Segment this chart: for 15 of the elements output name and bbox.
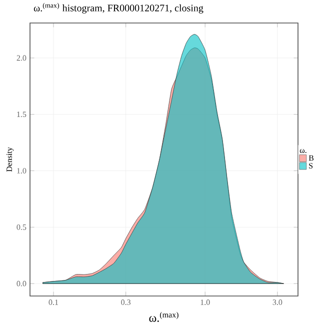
legend-title: ω. <box>300 149 306 153</box>
x-tick-label: 1.0 <box>200 300 210 305</box>
legend-label: S <box>309 163 313 168</box>
y-tick-label: 0.0 <box>16 280 26 286</box>
y-axis-title: Density <box>6 147 14 172</box>
x-tick-label: 0.1 <box>48 300 58 305</box>
y-tick-label: 2.0 <box>16 55 26 61</box>
legend-label: B <box>308 155 314 161</box>
y-tick-label: 1.0 <box>17 168 26 174</box>
y-tick-label: 1.5 <box>17 112 26 118</box>
x-tick-label: 3.0 <box>272 300 282 305</box>
y-tick-label: 0.5 <box>16 224 26 230</box>
x-axis-title: ω.$^{(max)}$ <box>149 312 178 322</box>
x-tick-label: 0.3 <box>121 300 131 305</box>
chart-title: ω.$^{(max)}$ histogram, FR0000120271, closing <box>34 2 204 14</box>
